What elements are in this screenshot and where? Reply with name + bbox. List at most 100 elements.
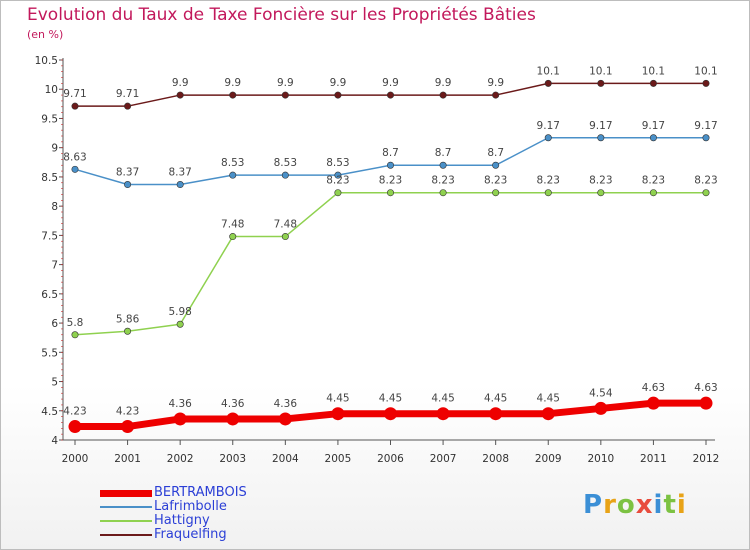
x-tick-label: 2010 [587,453,614,465]
data-label: 9.9 [435,77,452,89]
data-label: 4.45 [537,393,560,405]
x-tick-label: 2002 [167,453,194,465]
data-label: 4.23 [116,406,139,418]
data-label: 8.7 [487,147,504,159]
x-tick-label: 2004 [272,453,299,465]
data-point [229,91,237,99]
data-label: 8.63 [63,151,86,163]
data-point [386,161,394,169]
data-point [492,189,500,197]
data-point [439,161,447,169]
y-tick-label: 6 [51,318,58,330]
y-tick-label: 5.5 [41,347,58,359]
proxiti-logo: Proxiti [583,490,687,520]
data-point [226,412,240,426]
data-point [71,331,79,339]
data-point [386,189,394,197]
data-label: 8.7 [435,147,452,159]
data-label: 9.9 [277,77,294,89]
data-point [229,171,237,179]
x-tick-label: 2000 [62,453,89,465]
data-label: 4.63 [694,382,717,394]
x-tick-label: 2012 [693,453,720,465]
data-label: 8.23 [484,175,507,187]
data-label: 9.17 [589,120,612,132]
data-point [334,171,342,179]
data-label: 8.7 [382,147,399,159]
x-tick-label: 2005 [325,453,352,465]
data-label: 8.23 [326,175,349,187]
data-point [281,233,289,241]
legend-label: BERTRAMBOIS [154,485,247,500]
data-point [597,134,605,142]
data-label: 9.17 [537,120,560,132]
data-point [173,412,187,426]
data-label: 8.23 [537,175,560,187]
y-tick-label: 6.5 [41,289,58,301]
data-point [646,396,660,410]
x-tick-label: 2008 [482,453,509,465]
data-label: 4.23 [63,406,86,418]
data-point [597,79,605,87]
y-tick-label: 7 [51,260,58,272]
data-point [699,396,713,410]
data-label: 8.23 [379,175,402,187]
y-tick-label: 9.5 [41,113,58,125]
chart-title: Evolution du Taux de Taxe Foncière sur l… [27,5,536,25]
data-label: 8.23 [694,175,717,187]
data-label: 9.9 [382,77,399,89]
data-label: 9.17 [694,120,717,132]
data-label: 8.37 [116,167,139,179]
legend-swatch [100,489,152,497]
data-point [544,79,552,87]
data-label: 4.54 [589,387,613,399]
y-tick-label: 4 [51,435,58,447]
legend-item: BERTRAMBOIS [100,485,360,500]
data-point [384,407,397,421]
legend-label: Fraquelfing [154,527,227,542]
data-label: 10.1 [537,65,560,77]
data-label: 10.1 [642,65,665,77]
data-label: 8.53 [221,157,244,169]
data-label: 8.23 [589,175,612,187]
data-label: 8.53 [274,157,297,169]
data-label: 4.45 [379,393,402,405]
data-point [649,134,657,142]
data-point [281,171,289,179]
data-point [229,233,237,241]
y-tick-label: 4.5 [41,406,58,418]
data-label: 5.8 [67,317,84,329]
data-point [594,401,608,415]
data-label: 9.17 [642,120,665,132]
data-label: 9.9 [172,77,189,89]
legend-label: Lafrimbolle [154,499,227,514]
chart-unit: (en %) [27,28,64,41]
data-point [649,79,657,87]
data-label: 4.36 [168,398,192,410]
data-point [544,189,552,197]
data-point [439,189,447,197]
legend-swatch [100,534,152,536]
data-point [71,165,79,173]
data-label: 7.48 [274,219,297,231]
data-label: 9.71 [63,88,86,100]
data-label: 5.98 [168,306,191,318]
data-label: 8.23 [642,175,665,187]
y-tick-label: 7.5 [41,230,58,242]
data-point [436,407,450,421]
data-label: 8.37 [168,167,191,179]
data-label: 7.48 [221,219,244,231]
y-tick-label: 8.5 [41,172,58,184]
legend-label: Hattigny [154,513,210,528]
y-tick-label: 5 [51,377,58,389]
data-point [124,327,132,335]
data-point [124,102,132,110]
data-label: 8.53 [326,157,349,169]
data-point [176,91,184,99]
data-label: 4.45 [484,393,507,405]
legend-swatch [100,506,152,508]
data-point [121,420,135,434]
legend-item: Fraquelfing [100,527,360,542]
y-tick-label: 9 [51,143,58,155]
